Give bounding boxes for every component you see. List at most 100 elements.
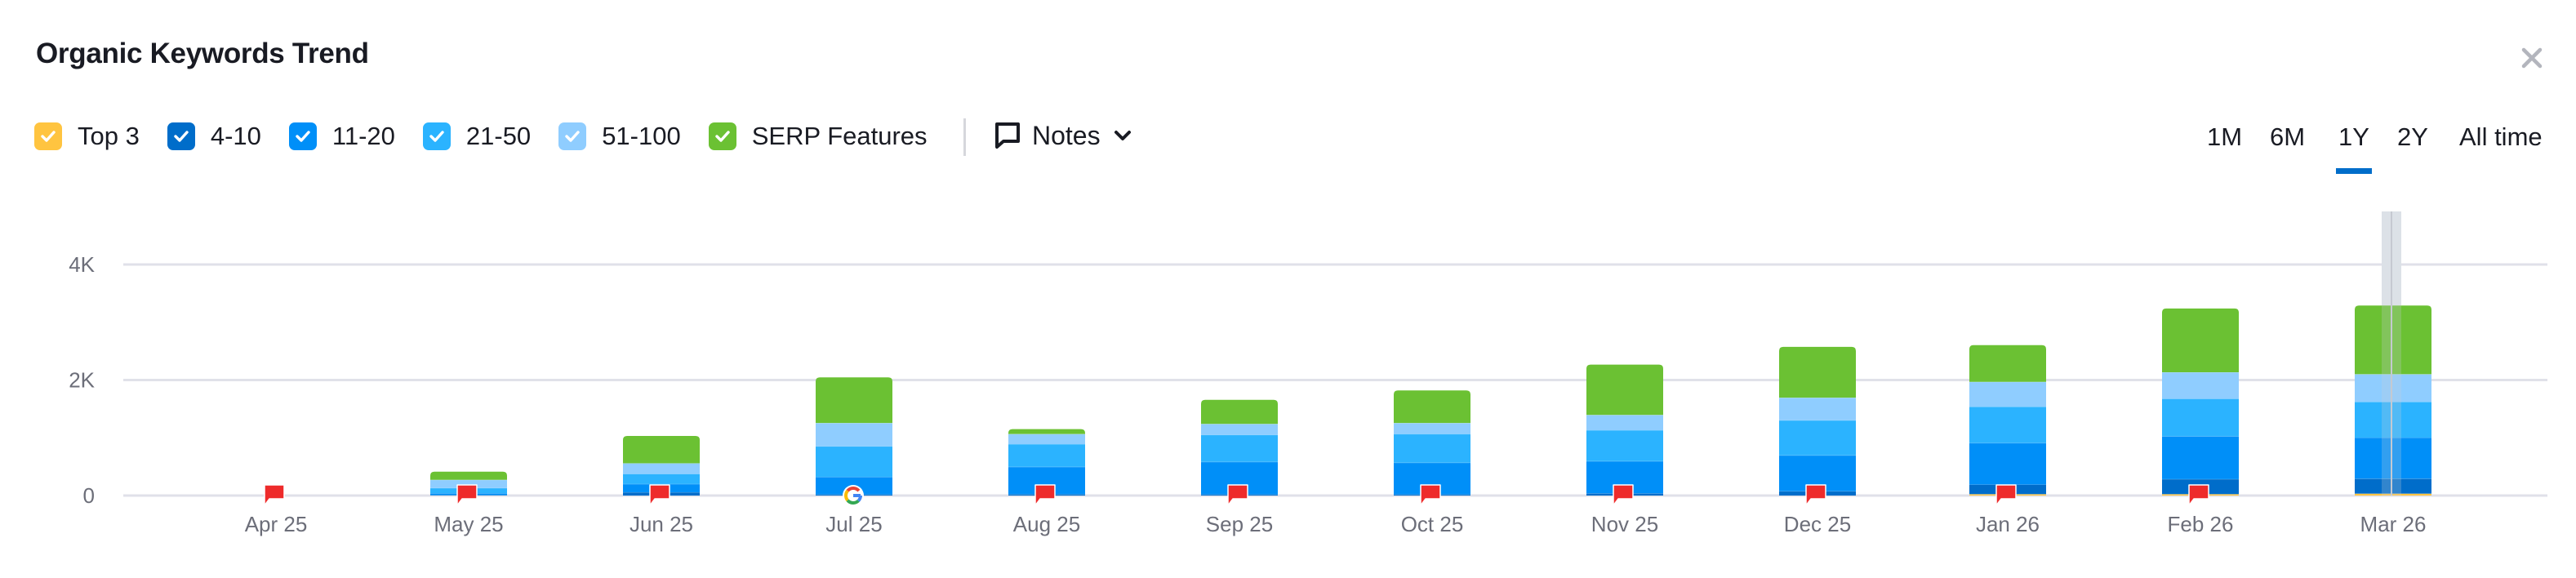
note-flag-icon[interactable]: [2188, 484, 2209, 506]
bar-segment: [1201, 399, 1278, 425]
timeframe-label: All time: [2459, 122, 2543, 151]
x-tick-label: Mar 26: [2360, 512, 2427, 536]
check-icon: [41, 131, 56, 142]
bar-segment: [1008, 444, 1085, 467]
bar-segment: [816, 423, 892, 447]
note-flag-icon[interactable]: [1034, 484, 1056, 506]
x-tick-label: Feb 26: [2168, 512, 2234, 536]
x-tick-label: Nov 25: [1591, 512, 1658, 536]
legend-divider: [963, 118, 966, 156]
note-flag-icon[interactable]: [1805, 484, 1826, 506]
stacked-bar-chart: 0 2K 4K Apr 25 May 25 Jun 25 Jul 25 Aug 25 Sep 2…: [69, 211, 2547, 536]
bar-segment: [2162, 398, 2239, 437]
x-tick-label: Jan 26: [1976, 512, 2040, 536]
legend-toggle-11-20[interactable]: 11-20: [288, 122, 395, 151]
legend-toggle-51-100[interactable]: 51-100: [558, 122, 681, 151]
legend-toggle-21-50[interactable]: 21-50: [422, 122, 531, 151]
timeframe-label: 2Y: [2397, 122, 2428, 151]
check-icon: [715, 131, 730, 142]
bar-segment: [2162, 371, 2239, 399]
bar-segment: [2355, 493, 2431, 496]
timeframe-all-time[interactable]: All time: [2459, 122, 2543, 176]
x-tick-label: Dec 25: [1784, 512, 1851, 536]
checkbox-4-10[interactable]: [167, 122, 195, 150]
bar-segment: [1586, 364, 1663, 416]
note-flag-icon[interactable]: [649, 484, 670, 506]
bar-jan-26[interactable]: [1969, 345, 2046, 496]
legend: Top 3 4-10 11-20 21-50 51-100 SERP Featu…: [34, 122, 955, 150]
note-flag-icon[interactable]: [1227, 484, 1248, 506]
y-tick-label: 0: [83, 483, 95, 508]
bar-segment: [816, 446, 892, 478]
bar-segment: [2355, 478, 2431, 494]
legend-label: 11-20: [331, 122, 395, 150]
timeframe-1m[interactable]: 1M: [2207, 122, 2242, 176]
checkbox-11-20[interactable]: [288, 122, 317, 150]
timeframe-1y[interactable]: 1Y: [2336, 122, 2372, 176]
bar-segment: [1969, 381, 2046, 407]
bar-segment: [1201, 434, 1278, 462]
bar-segment: [623, 474, 700, 484]
bar-segment: [2355, 374, 2431, 402]
checkbox-21-50[interactable]: [422, 122, 451, 150]
check-icon: [174, 131, 189, 142]
note-flag-icon[interactable]: [1613, 484, 1634, 506]
bar-segment: [1394, 390, 1470, 424]
note-flag-icon[interactable]: [456, 484, 478, 506]
comment-icon: [995, 122, 1020, 149]
x-tick-label: May 25: [434, 512, 503, 536]
bar-segment: [430, 471, 507, 480]
bar-feb-26[interactable]: [2162, 308, 2239, 496]
legend-toggle-serp-features[interactable]: SERP Features: [708, 122, 928, 151]
x-tick-label: Oct 25: [1401, 512, 1464, 536]
bar-segment: [623, 435, 700, 464]
bar-segment: [1969, 345, 2046, 382]
bar-segment: [2355, 402, 2431, 438]
check-icon: [565, 131, 580, 142]
bar-nov-25[interactable]: [1586, 364, 1663, 496]
close-button[interactable]: [2516, 42, 2547, 73]
bar-mar-26[interactable]: [2355, 305, 2431, 496]
legend-label: Top 3: [78, 122, 140, 150]
bar-segment: [1008, 434, 1085, 445]
chart-title: Organic Keywords Trend: [36, 38, 369, 69]
note-flag-icon[interactable]: [1420, 484, 1441, 506]
bar-segment: [1779, 346, 1856, 398]
timeframe-6m[interactable]: 6M: [2270, 122, 2305, 176]
bar-jul-25[interactable]: [816, 377, 892, 496]
checkbox-51-100[interactable]: [558, 122, 587, 150]
bar-segment: [1779, 398, 1856, 420]
bar-dec-25[interactable]: [1779, 346, 1856, 496]
timeframe-label: 1M: [2207, 122, 2243, 151]
chevron-down-icon: [1114, 131, 1131, 140]
legend-toggle-4-10[interactable]: 4-10: [167, 122, 261, 151]
check-icon: [296, 131, 310, 142]
bar-segment: [430, 479, 507, 488]
timeframe-2y[interactable]: 2Y: [2397, 122, 2428, 176]
close-icon: [2521, 47, 2543, 69]
bar-segment: [816, 377, 892, 424]
x-tick-label: Apr 25: [245, 512, 308, 536]
timeframe-label: 1Y: [2338, 122, 2369, 151]
bar-segment: [1008, 429, 1085, 434]
bar-segment: [623, 463, 700, 474]
legend-label: 51-100: [602, 122, 681, 150]
bar-segment: [1586, 415, 1663, 430]
y-tick-label: 4K: [69, 252, 95, 277]
note-flag-icon[interactable]: [1995, 484, 2017, 506]
bar-segment: [2162, 436, 2239, 479]
checkbox-serp-features[interactable]: [708, 122, 736, 150]
bar-sep-25[interactable]: [1201, 399, 1278, 496]
y-tick-label: 2K: [69, 368, 95, 393]
checkbox-top-3[interactable]: [34, 122, 62, 150]
bar-segment: [1586, 429, 1663, 461]
note-flag-icon[interactable]: [264, 484, 285, 506]
legend-label: SERP Features: [751, 122, 928, 150]
bar-oct-25[interactable]: [1394, 390, 1470, 496]
notes-label: Notes: [1032, 120, 1101, 150]
legend-toggle-top-3[interactable]: Top 3: [34, 122, 140, 151]
selected-underline: [2336, 168, 2372, 174]
bar-segment: [1779, 420, 1856, 456]
google-update-icon[interactable]: [843, 485, 864, 506]
notes-dropdown[interactable]: Notes: [994, 119, 1132, 152]
